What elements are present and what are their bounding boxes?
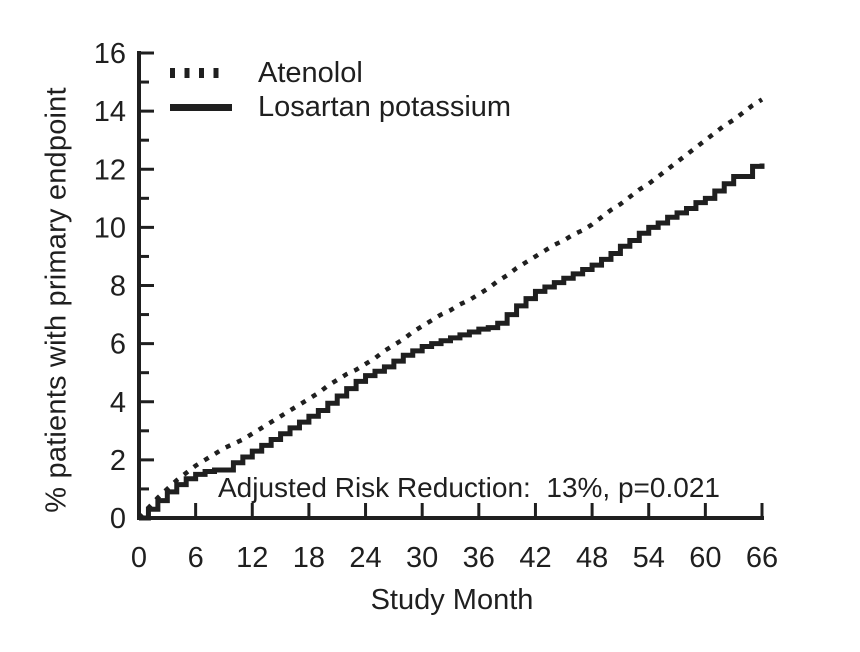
x-axis-title: Study Month [370,584,534,616]
x-tick-label: 36 [463,542,495,574]
legend-label-atenolol: Atenolol [258,56,363,89]
legend-item-atenolol: Atenolol [170,56,511,90]
x-tick-label: 42 [519,542,551,574]
series-atenolol-curve [137,97,764,520]
x-tick-label: 48 [576,542,608,574]
legend: Atenolol Losartan potassium [170,56,511,124]
legend-item-losartan: Losartan potassium [170,90,511,124]
y-tick-label: 14 [94,96,126,128]
y-axis-title: % patients with primary endpoint [40,87,73,513]
losartan-solid-line-sample [170,103,232,111]
y-tick-label: 16 [94,38,126,70]
y-tick-label: 2 [110,445,126,477]
series-losartan-curve [139,163,765,521]
legend-label-losartan: Losartan potassium [258,90,512,123]
y-tick-label: 4 [110,387,126,419]
x-tick-label: 66 [746,542,778,574]
atenolol-dotted-line-sample [170,68,224,78]
risk-reduction-annotation: Adjusted Risk Reduction: 13%, p=0.021 [218,472,720,503]
y-tick-label: 10 [94,212,126,244]
x-tick-label: 12 [236,542,268,574]
x-tick-label: 18 [293,542,325,574]
x-tick-label: 6 [188,542,204,574]
y-tick-label: 8 [110,271,126,303]
y-tick-label: 0 [110,503,126,535]
y-tick-label: 6 [110,329,126,361]
x-tick-label: 54 [633,542,665,574]
x-tick-label: 30 [406,542,438,574]
x-tick-label: 24 [349,542,381,574]
x-tick-label: 60 [689,542,721,574]
x-tick-label: 0 [131,542,147,574]
y-tick-label: 12 [94,154,126,186]
